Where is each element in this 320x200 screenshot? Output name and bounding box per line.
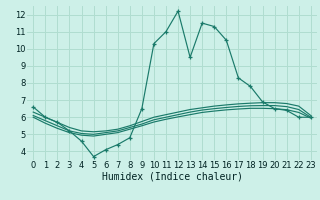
X-axis label: Humidex (Indice chaleur): Humidex (Indice chaleur) [101, 172, 243, 182]
